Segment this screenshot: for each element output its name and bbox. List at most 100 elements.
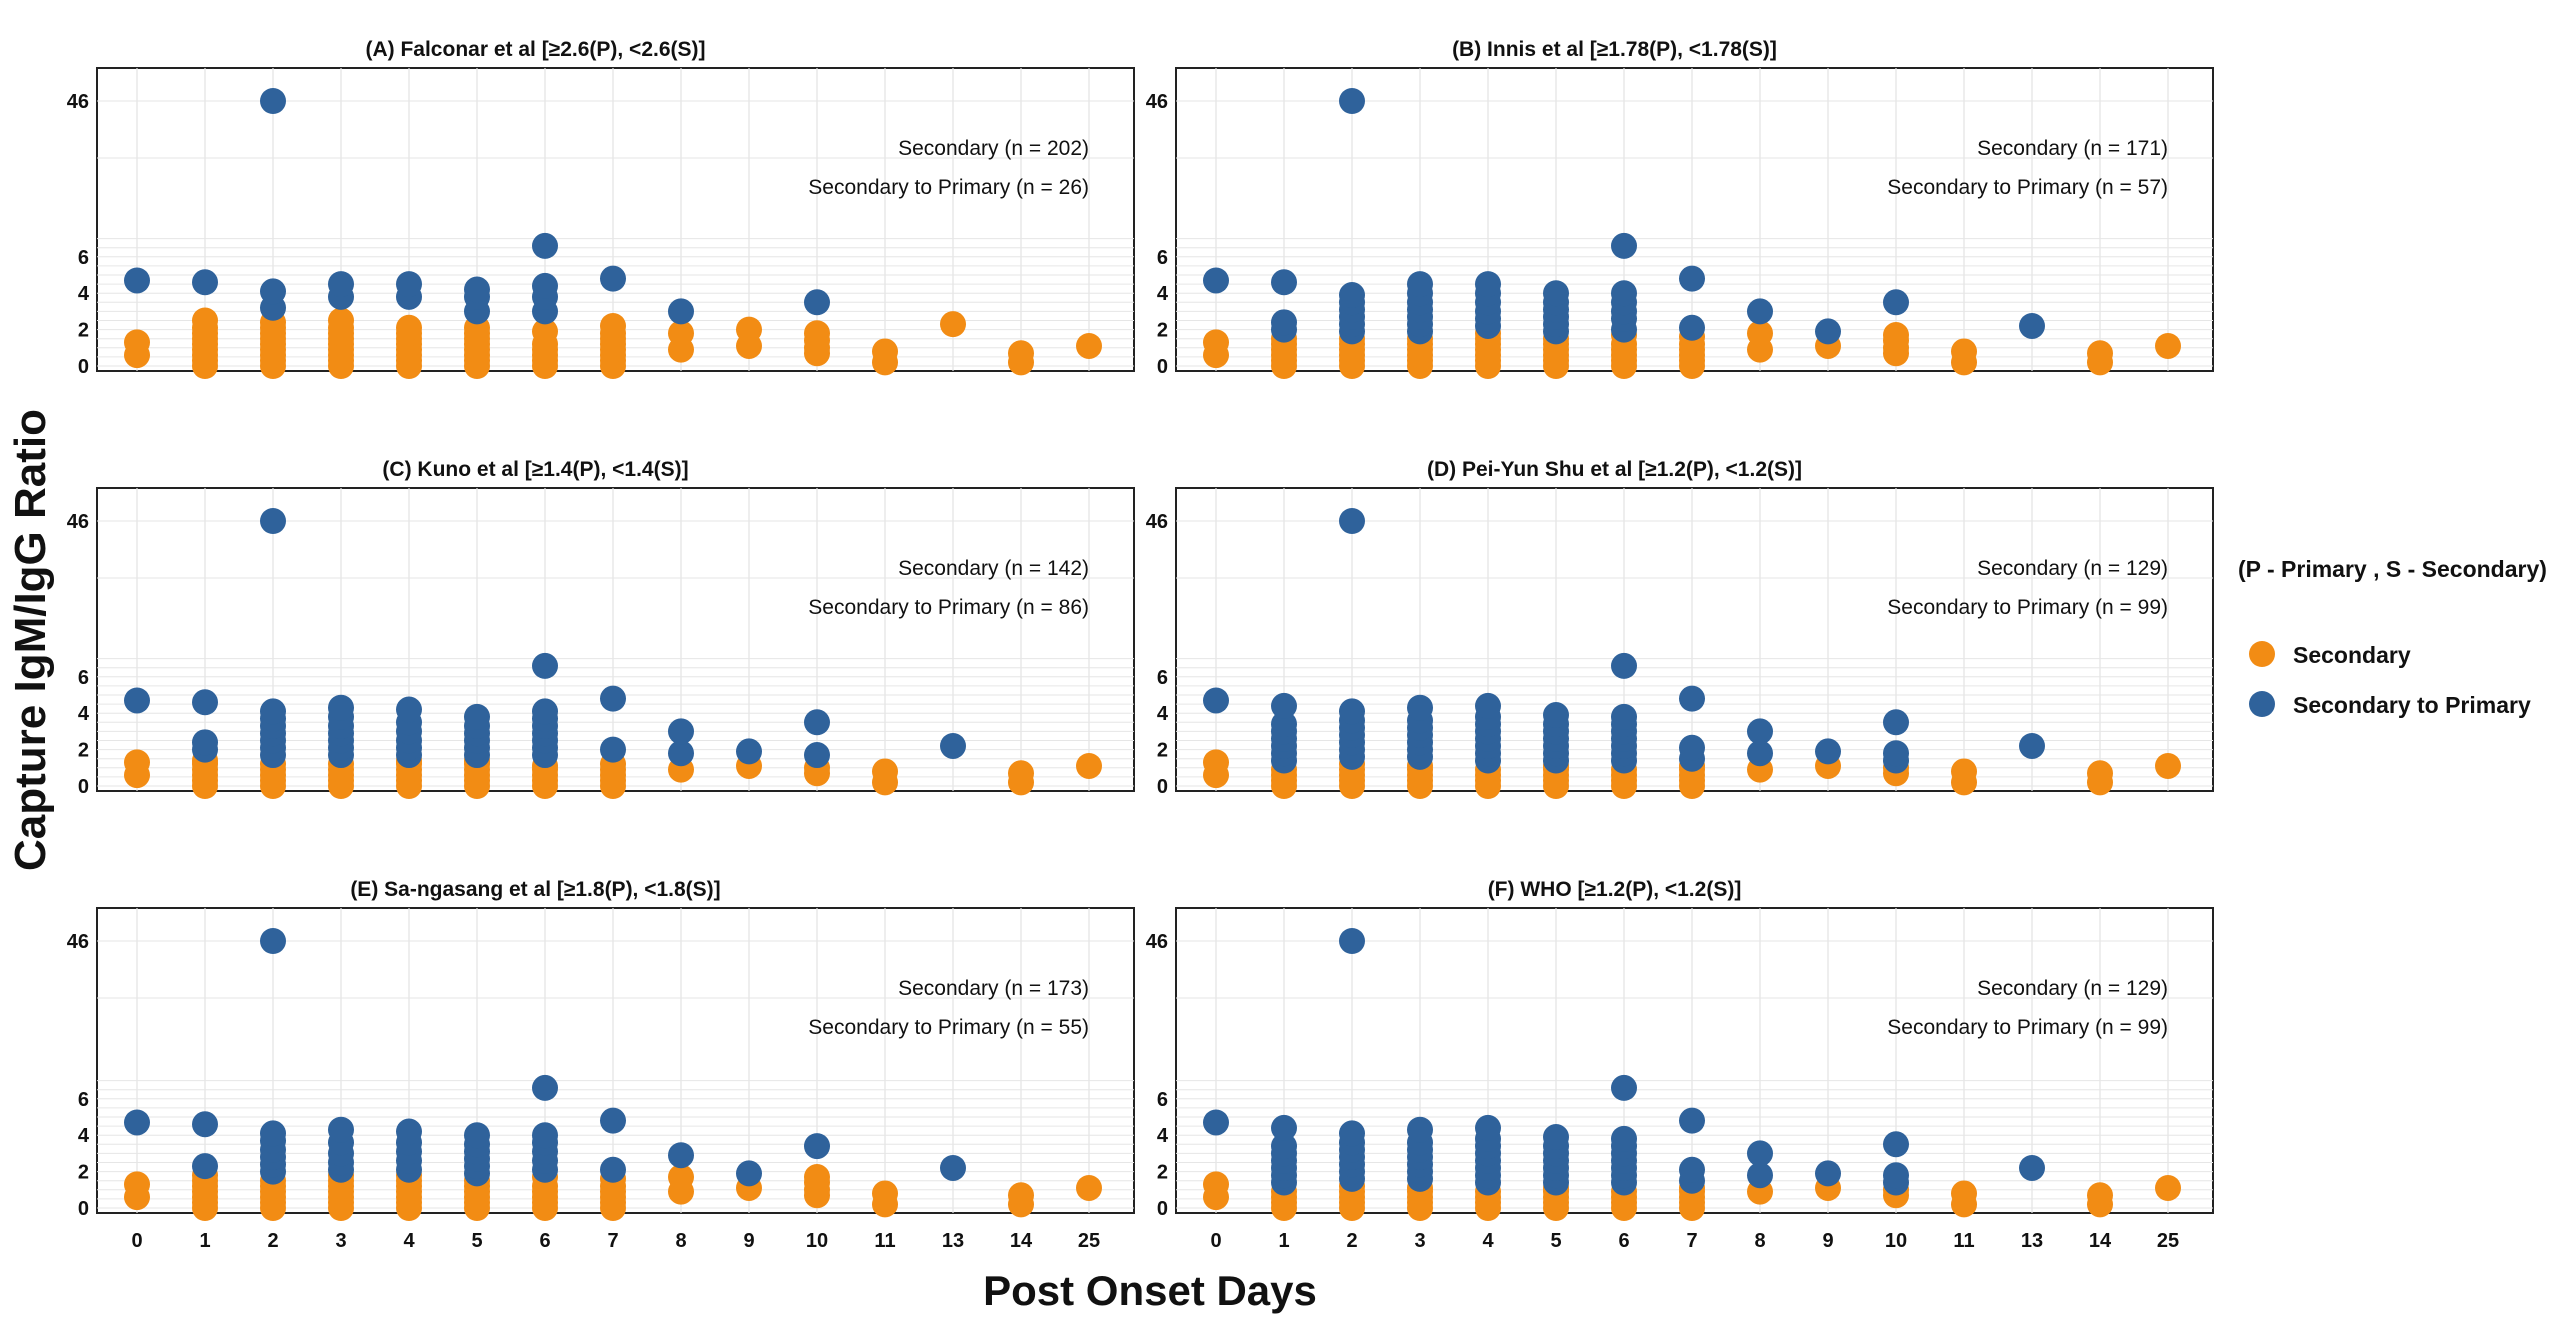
x-tick-label: 4 bbox=[1482, 1230, 1494, 1252]
series-secondary-to-primary bbox=[1203, 88, 2045, 345]
x-tick-label: 5 bbox=[471, 1230, 482, 1252]
x-tick-label: 10 bbox=[1885, 1230, 1907, 1252]
x-axis-title: Post Onset Days bbox=[983, 1267, 1317, 1314]
data-point bbox=[1747, 320, 1773, 347]
data-point bbox=[1271, 309, 1297, 336]
x-tick-label: 14 bbox=[1010, 1230, 1033, 1252]
data-point bbox=[2155, 752, 2181, 779]
data-point bbox=[1339, 508, 1365, 534]
data-point bbox=[1203, 329, 1229, 356]
data-point bbox=[1008, 340, 1034, 367]
legend-title: (P - Primary , S - Secondary) bbox=[2238, 556, 2547, 582]
data-point bbox=[192, 1111, 218, 1138]
panel-c: (C) Kuno et al [≥1.4(P), <1.4(S)]024646S… bbox=[67, 458, 1135, 799]
y-tick-label: 0 bbox=[78, 776, 89, 798]
data-point bbox=[1883, 289, 1909, 316]
data-point bbox=[1339, 928, 1365, 954]
data-point bbox=[1008, 760, 1034, 787]
legend-swatch-secondary bbox=[2249, 641, 2275, 667]
count-note: Secondary to Primary (n = 55) bbox=[808, 1016, 1089, 1039]
data-point bbox=[1951, 338, 1977, 365]
data-point bbox=[2087, 1182, 2113, 1209]
count-note: Secondary (n = 129) bbox=[1977, 977, 2168, 1000]
data-point bbox=[124, 687, 150, 714]
y-tick-label: 0 bbox=[1157, 356, 1168, 378]
data-point bbox=[396, 696, 422, 723]
y-tick-label: 2 bbox=[1157, 1162, 1168, 1184]
data-point bbox=[1747, 740, 1773, 767]
data-point bbox=[1407, 694, 1433, 721]
data-point bbox=[124, 329, 150, 356]
data-point bbox=[1543, 1124, 1569, 1151]
series-secondary-to-primary bbox=[1203, 928, 2045, 1196]
panel-title: (C) Kuno et al [≥1.4(P), <1.4(S)] bbox=[382, 458, 688, 481]
data-point bbox=[1271, 269, 1297, 296]
data-point bbox=[1203, 749, 1229, 776]
panel-title: (B) Innis et al [≥1.78(P), <1.78(S)] bbox=[1452, 38, 1777, 61]
data-point bbox=[804, 709, 830, 736]
data-point bbox=[940, 1154, 966, 1181]
x-tick-label: 2 bbox=[267, 1230, 278, 1252]
data-point bbox=[1815, 318, 1841, 345]
legend: (P - Primary , S - Secondary) Secondary … bbox=[2238, 556, 2547, 718]
count-note: Secondary to Primary (n = 99) bbox=[1887, 596, 2168, 619]
x-tick-label: 2 bbox=[1346, 1230, 1357, 1252]
data-point bbox=[464, 276, 490, 303]
data-point bbox=[532, 698, 558, 725]
x-tick-label: 9 bbox=[1822, 1230, 1833, 1252]
data-point bbox=[804, 742, 830, 769]
panel-b: (B) Innis et al [≥1.78(P), <1.78(S)]0246… bbox=[1146, 38, 2214, 379]
data-point bbox=[2087, 340, 2113, 367]
data-point bbox=[1951, 1180, 1977, 1207]
data-point bbox=[1407, 1116, 1433, 1143]
data-point bbox=[668, 320, 694, 347]
count-note: Secondary (n = 142) bbox=[898, 557, 1089, 580]
data-point bbox=[1076, 332, 1102, 359]
x-tick-label: 10 bbox=[806, 1230, 828, 1252]
series-secondary bbox=[1203, 1171, 2181, 1221]
count-note: Secondary (n = 129) bbox=[1977, 557, 2168, 580]
data-point bbox=[532, 272, 558, 299]
data-point bbox=[328, 1116, 354, 1143]
y-tick-label: 2 bbox=[1157, 740, 1168, 762]
data-point bbox=[736, 738, 762, 765]
data-point bbox=[940, 732, 966, 759]
data-point bbox=[2155, 332, 2181, 359]
data-point bbox=[736, 1160, 762, 1187]
data-point bbox=[1076, 752, 1102, 779]
data-point bbox=[260, 928, 286, 954]
y-tick-label: 2 bbox=[78, 740, 89, 762]
data-point bbox=[804, 1164, 830, 1191]
count-note: Secondary to Primary (n = 57) bbox=[1887, 176, 2168, 199]
data-point bbox=[1339, 1120, 1365, 1147]
data-point bbox=[124, 267, 150, 294]
x-tick-label: 5 bbox=[1550, 1230, 1561, 1252]
x-tick-label: 3 bbox=[1414, 1230, 1425, 1252]
data-point bbox=[1271, 1114, 1297, 1141]
x-tick-label: 14 bbox=[2089, 1230, 2112, 1252]
x-tick-label: 6 bbox=[539, 1230, 550, 1252]
data-point bbox=[1475, 692, 1501, 719]
data-point bbox=[1611, 280, 1637, 307]
x-tick-label: 4 bbox=[403, 1230, 415, 1252]
count-note: Secondary to Primary (n = 86) bbox=[808, 596, 1089, 619]
data-point bbox=[124, 749, 150, 776]
y-tick-label: 6 bbox=[1157, 1089, 1168, 1111]
data-point bbox=[668, 1142, 694, 1169]
data-point bbox=[396, 314, 422, 341]
data-point bbox=[804, 289, 830, 316]
data-point bbox=[600, 736, 626, 763]
data-point bbox=[2019, 312, 2045, 339]
x-tick-label: 8 bbox=[675, 1230, 686, 1252]
panel-title: (D) Pei-Yun Shu et al [≥1.2(P), <1.2(S)] bbox=[1427, 458, 1802, 481]
data-point bbox=[668, 740, 694, 767]
y-tick-label: 4 bbox=[1157, 1125, 1169, 1147]
legend-label-secondary: Secondary bbox=[2293, 642, 2411, 668]
series-secondary-to-primary bbox=[124, 928, 966, 1187]
y-tick-label: 4 bbox=[1157, 703, 1169, 725]
y-axis-title: Capture IgM/IgG Ratio bbox=[6, 409, 55, 871]
data-point bbox=[872, 758, 898, 785]
data-point bbox=[668, 298, 694, 325]
x-tick-label: 7 bbox=[607, 1230, 618, 1252]
